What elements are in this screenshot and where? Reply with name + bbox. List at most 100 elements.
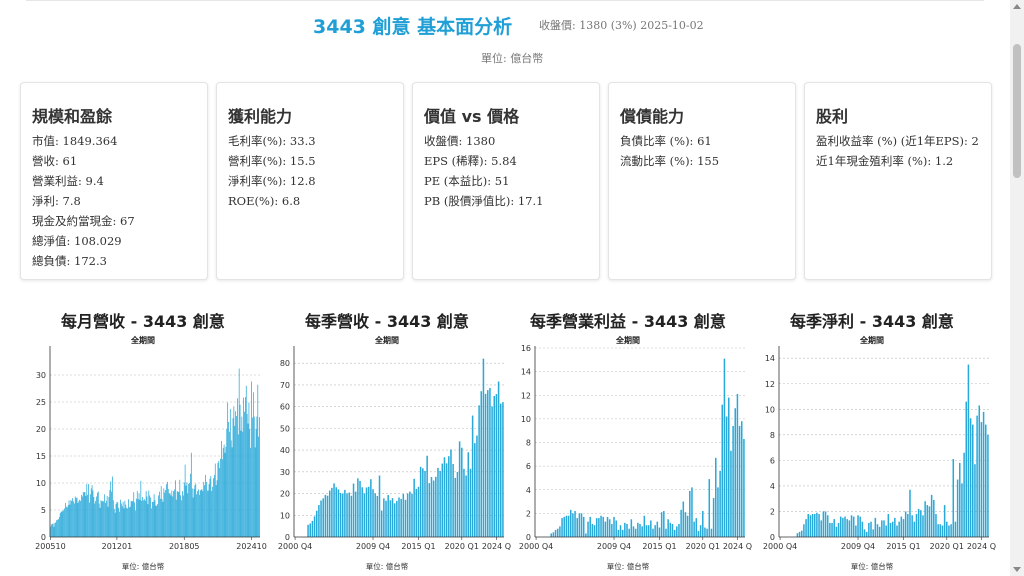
x-tick-label: 201805 <box>169 542 200 551</box>
chart-bar <box>813 514 816 537</box>
chart-bar <box>66 506 67 537</box>
chart-bar <box>52 523 54 537</box>
chart-subtitle: 全期間 <box>860 336 884 345</box>
chart-bar <box>77 502 79 537</box>
metric-pe: PE (本益比): 51 <box>424 174 510 188</box>
chart-bar <box>844 516 846 537</box>
chart-bar <box>478 405 480 537</box>
chart-bar <box>352 483 355 537</box>
chart-bar <box>608 519 611 537</box>
chart-bar <box>589 516 591 537</box>
chart-bar <box>941 525 944 537</box>
chart-bar <box>82 492 84 537</box>
chart-bar <box>855 525 857 537</box>
chart-bar <box>186 482 188 537</box>
chart-bar <box>159 498 161 537</box>
chart-bar <box>114 512 116 537</box>
chart-bar <box>212 486 213 537</box>
chart-bar <box>221 440 222 537</box>
chart-bar <box>140 480 142 537</box>
metric-eps: EPS (稀釋): 5.84 <box>424 154 517 168</box>
chart-bar <box>846 519 848 537</box>
chart-bar <box>987 434 989 537</box>
chart-bar <box>499 403 502 537</box>
chart-bar <box>198 494 200 537</box>
chart-bar <box>229 431 230 537</box>
chart-bar <box>112 500 114 537</box>
chart-bar <box>152 501 154 537</box>
chart-bar <box>253 416 255 537</box>
chart-bar <box>798 531 801 537</box>
chart-bar <box>117 502 119 537</box>
chart-bar <box>491 406 493 537</box>
chart-bar <box>119 511 120 537</box>
scroll-up-arrow-icon[interactable] <box>1013 4 1021 9</box>
chart-bar <box>173 491 174 537</box>
chart-bar <box>409 491 411 537</box>
x-tick-label: 2009 Q4 <box>841 542 875 551</box>
chart-bar <box>363 493 366 537</box>
chart-bar <box>58 519 59 537</box>
chart-bar <box>328 490 331 537</box>
chart-bar <box>64 508 65 537</box>
chart-bar <box>809 515 812 537</box>
chart-bar <box>138 493 140 537</box>
chart-bar <box>257 384 259 537</box>
chart-bar <box>878 526 881 537</box>
chart-bar <box>238 368 240 537</box>
chart-bar <box>105 502 106 537</box>
scrollbar-thumb[interactable] <box>1013 44 1021 178</box>
chart-bar <box>256 416 258 537</box>
chart-bar <box>248 402 250 537</box>
chart-bar <box>123 508 125 537</box>
chart-bar <box>552 532 555 537</box>
chart-bar <box>242 431 244 537</box>
chart-bar <box>258 436 260 537</box>
chart-bar <box>465 475 467 537</box>
chart-bar <box>104 494 105 537</box>
chart-bar <box>66 507 68 537</box>
chart-bar <box>161 499 163 537</box>
chart-bar <box>55 522 57 537</box>
chart-bar <box>902 519 905 537</box>
card-title: 償債能力 <box>620 107 685 126</box>
chart-bar <box>172 496 174 537</box>
chart-bar <box>561 518 563 537</box>
chart-bar <box>126 507 128 537</box>
chart-bar <box>376 495 379 537</box>
chart-bar <box>969 418 972 537</box>
chart-bar <box>736 394 739 537</box>
chart-bar <box>143 499 145 537</box>
chart-bar <box>83 492 85 537</box>
chart-bar <box>502 402 504 537</box>
chart-bar <box>482 358 485 537</box>
chart-bar <box>712 498 715 537</box>
metric-current-ratio: 流動比率 (%): 155 <box>620 154 720 168</box>
chart-bar <box>922 515 924 537</box>
chart-bar <box>122 501 124 537</box>
chart-bar <box>896 525 898 537</box>
chart-bar <box>136 498 137 537</box>
chart-bar <box>721 404 724 537</box>
chart-bar <box>621 529 624 537</box>
chart-bar <box>127 508 128 537</box>
chart-bar <box>816 512 818 537</box>
scroll-down-arrow-icon[interactable] <box>1013 567 1021 572</box>
chart-bar <box>950 524 952 537</box>
chart-bar <box>982 411 985 537</box>
metric-debt-ratio: 負債比率 (%): 61 <box>620 134 712 148</box>
chart-bar <box>915 514 918 537</box>
chart-bar <box>243 397 244 537</box>
chart-bar <box>630 519 633 537</box>
chart-bar <box>487 390 489 537</box>
chart-bar <box>632 526 635 537</box>
chart-bar <box>143 500 144 537</box>
page-scrollbar[interactable] <box>1010 0 1024 576</box>
card-items: 盈利收益率 (%) (近1年EPS): 2 近1年現金殖利率 (%): 1.2 <box>816 131 979 171</box>
chart-bar <box>559 526 561 537</box>
chart-bar <box>254 447 256 537</box>
chart-bar <box>68 500 70 537</box>
chart-bar <box>641 526 643 537</box>
chart-bar <box>419 466 422 537</box>
chart-bar <box>822 511 825 537</box>
